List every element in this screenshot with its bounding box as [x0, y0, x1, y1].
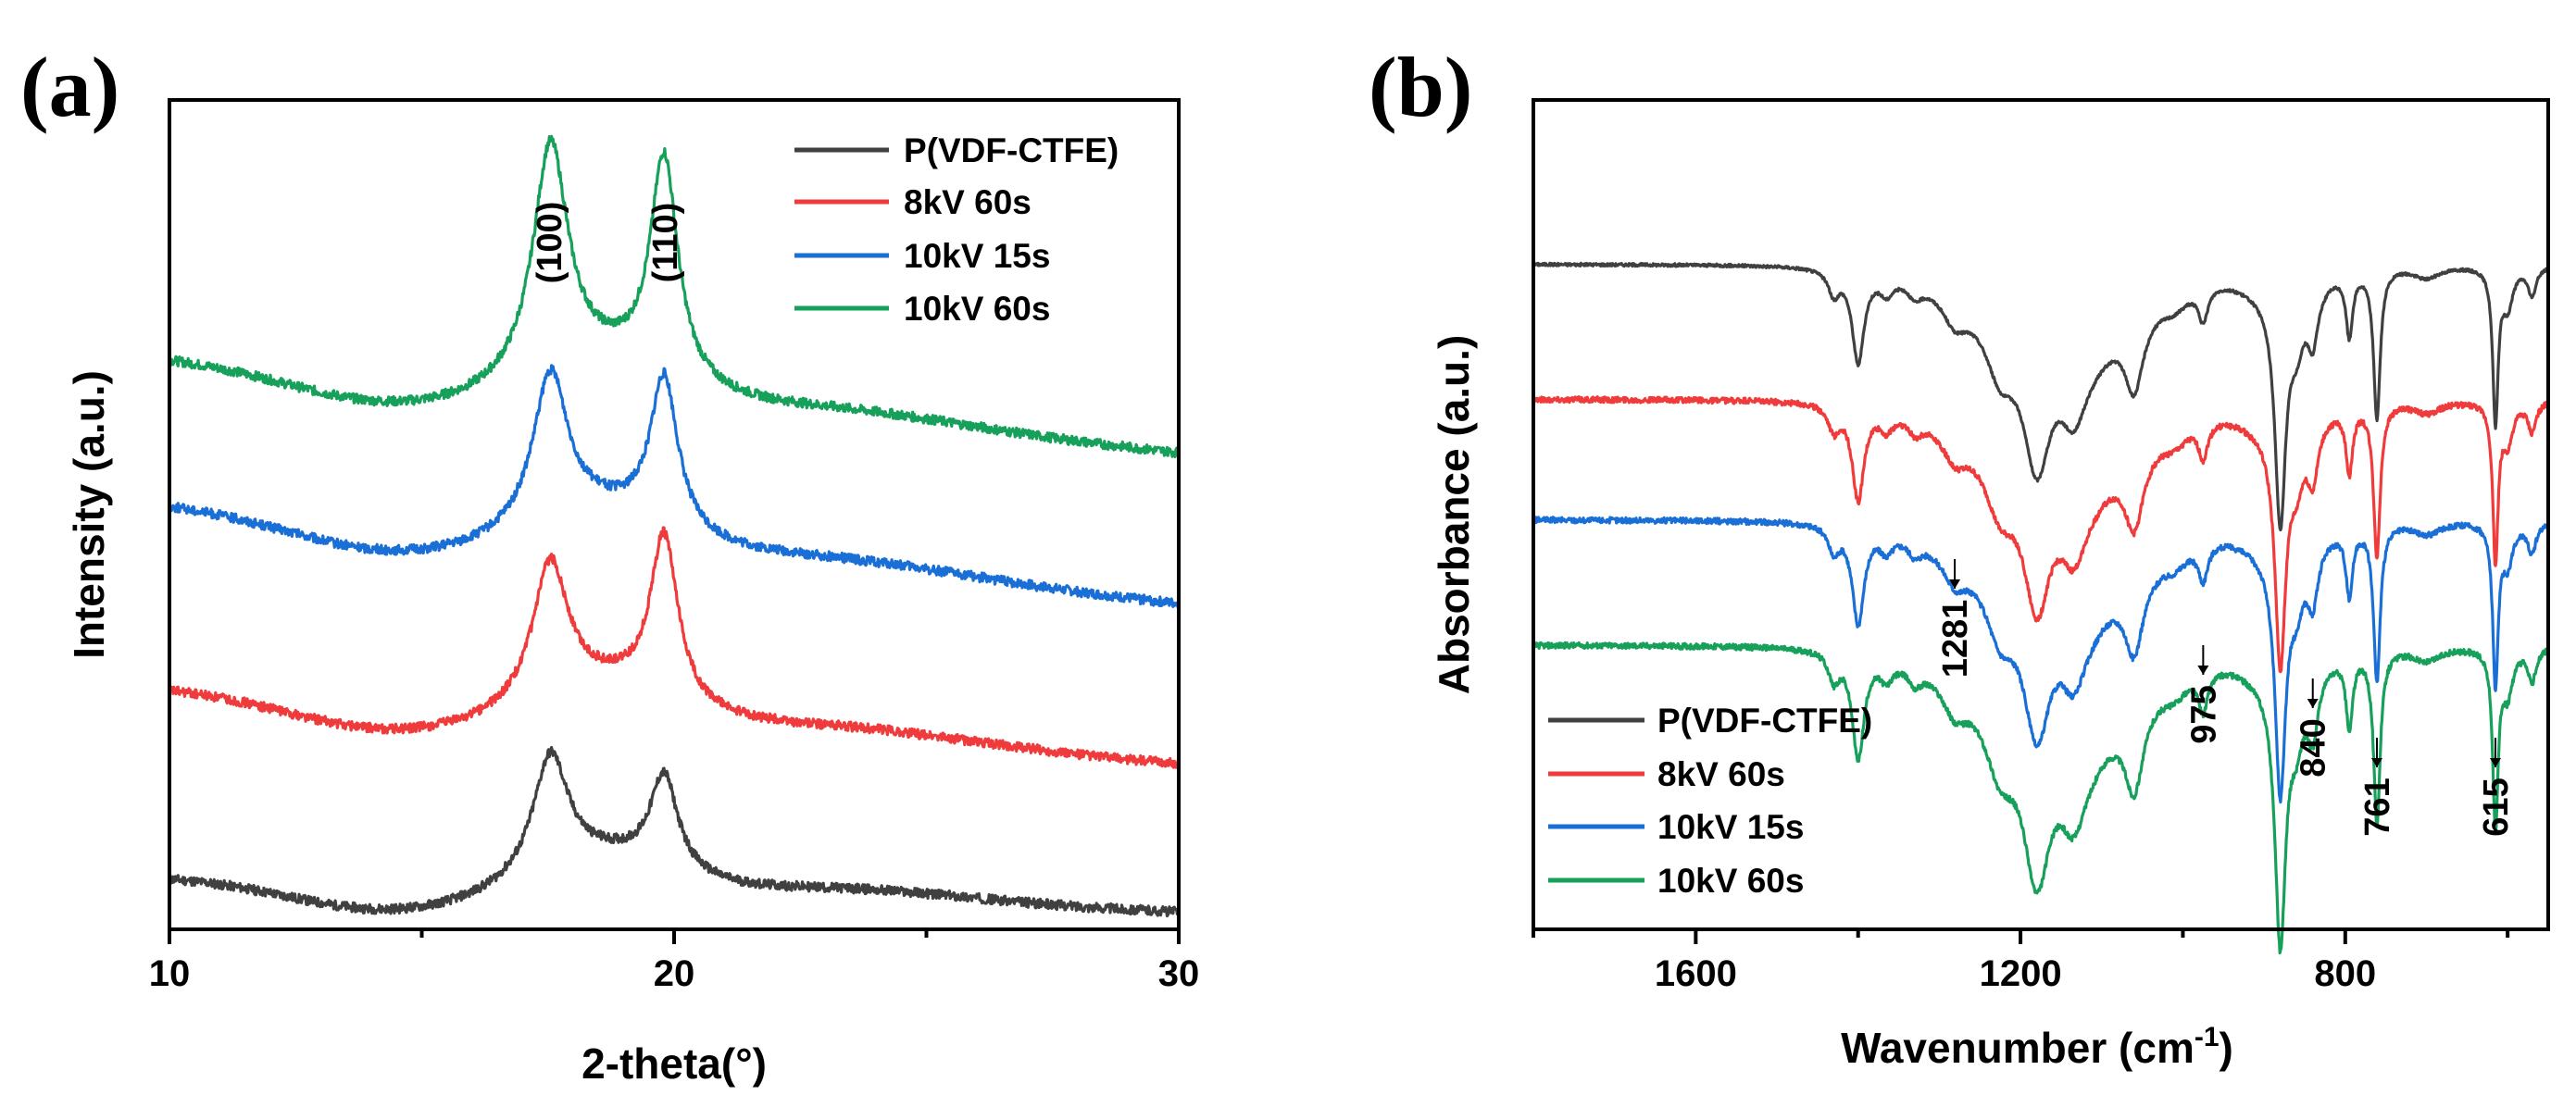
panel-b-annotations: 1281 975 840 761 615: [1936, 559, 2516, 837]
legend-label-10kv-15s: 10kV 15s: [904, 237, 1050, 275]
legend-label-8kv-60s: 8kV 60s: [904, 183, 1032, 221]
panel-b-curves: [1532, 261, 2550, 955]
annotation-arrow-head: [2370, 758, 2382, 767]
panel-a-curves: [168, 134, 1181, 918]
xlabel-superscript: -1: [2195, 1022, 2220, 1052]
panel-b-label: (b): [1369, 40, 1472, 134]
legend-label-8kv-60s: 8kV 60s: [1657, 755, 1785, 793]
legend-label-10kv-15s: 10kV 15s: [1657, 808, 1804, 846]
peak-label-110: (110): [646, 203, 685, 283]
panel-a-xtick-label: 30: [1158, 953, 1200, 994]
panel-a: (a) 10 20 30 2-theta(°) Intensity (a.u.)…: [20, 40, 1199, 1088]
xrd-curve-3: [169, 134, 1181, 459]
panel-a-x-axis-label: 2-theta(°): [581, 1039, 767, 1088]
annotation-arrow-head: [1949, 579, 1961, 589]
xrd-curve-2: [168, 364, 1180, 610]
panel-b-y-axis-label: Absorbance (a.u.): [1430, 335, 1478, 695]
annotation-1281: 1281: [1936, 600, 1975, 678]
panel-a-x-ticks: [168, 929, 1181, 944]
panel-a-xtick-label: 10: [149, 953, 191, 994]
panel-b-xtick-label: 1600: [1655, 953, 1737, 994]
ftir-curve-3: [1532, 641, 2550, 955]
panel-b-xtick-label: 1200: [1980, 953, 2062, 994]
panel-a-label: (a): [20, 40, 119, 134]
annotation-840: 840: [2295, 718, 2333, 777]
ftir-curve-2: [1532, 516, 2550, 804]
panel-a-xtick-label: 20: [654, 953, 695, 994]
annotation-615: 615: [2477, 778, 2516, 836]
panel-a-y-axis-label: Intensity (a.u.): [65, 370, 113, 659]
ftir-curve-0: [1532, 261, 2550, 532]
xlabel-main: Wavenumber (cm: [1841, 1024, 2195, 1072]
xlabel-close: ): [2220, 1024, 2233, 1072]
panel-b-plot-frame: [1532, 98, 2550, 931]
panel-b-legend: P(VDF-CTFE) 8kV 60s 10kV 15s 10kV 60s: [1548, 702, 1872, 900]
ftir-curve-1: [1532, 395, 2550, 674]
legend-label-pvdf-ctfe: P(VDF-CTFE): [1657, 702, 1872, 740]
xrd-curve-0: [168, 745, 1181, 918]
peak-label-100: (100): [531, 202, 569, 284]
annotation-arrow-head: [2307, 699, 2319, 708]
panel-a-legend: P(VDF-CTFE) 8kV 60s 10kV 15s 10kV 60s: [794, 131, 1119, 328]
annotation-arrow-head: [2490, 758, 2502, 767]
annotation-975: 975: [2184, 685, 2223, 743]
panel-b-x-axis-label: Wavenumber (cm-1): [1841, 1022, 2233, 1072]
panel-b-x-ticks: [1532, 929, 2510, 944]
legend-label-10kv-60s: 10kV 60s: [1657, 862, 1804, 900]
legend-label-10kv-60s: 10kV 60s: [904, 290, 1050, 328]
xrd-curve-1: [168, 526, 1181, 769]
panel-b-xtick-label: 800: [2314, 953, 2376, 994]
legend-label-pvdf-ctfe: P(VDF-CTFE): [904, 131, 1119, 169]
annotation-761: 761: [2358, 778, 2397, 836]
panel-b: (b) 1600 1200 800 Wavenumber (cm-1) Abso…: [1369, 40, 2550, 1072]
annotation-arrow-head: [2197, 666, 2209, 675]
